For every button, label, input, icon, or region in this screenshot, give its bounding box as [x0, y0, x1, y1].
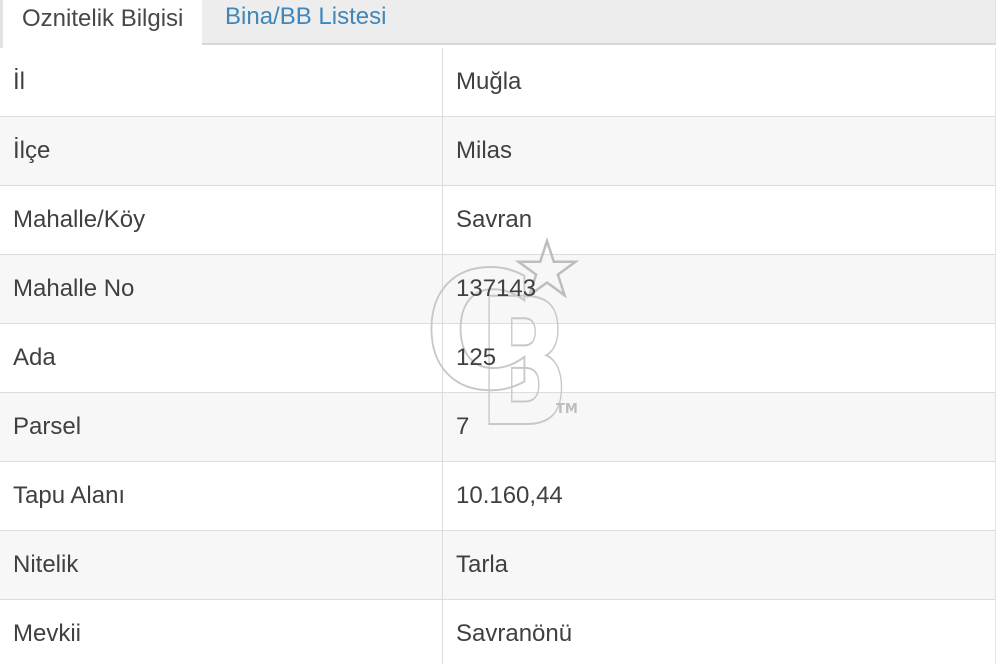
table-row: Nitelik Tarla: [0, 531, 995, 600]
table-row: Tapu Alanı 10.160,44: [0, 462, 995, 531]
table-row: Mahalle/Köy Savran: [0, 186, 995, 255]
attribute-table: İl Muğla İlçe Milas Mahalle/Köy Savran M…: [0, 48, 996, 664]
row-label-cell: Tapu Alanı: [0, 462, 443, 530]
table-row: Mahalle No 137143: [0, 255, 995, 324]
row-value-cell: Savran: [456, 206, 533, 233]
row-value-cell: 10.160,44: [456, 482, 563, 509]
row-label-cell: Mahalle/Köy: [0, 186, 443, 254]
row-value-cell: Muğla: [456, 68, 522, 95]
row-value-cell: 7: [456, 413, 470, 440]
row-label-cell: İlçe: [0, 117, 443, 185]
table-row: Ada 125: [0, 324, 995, 393]
tab-bar: Bina/BB Listesi Oznitelik Bilgisi: [0, 0, 1000, 48]
row-label-cell: Parsel: [0, 393, 443, 461]
row-value-cell: Savranönü: [456, 620, 573, 647]
table-row: İl Muğla: [0, 48, 995, 117]
row-label-cell: Nitelik: [0, 531, 443, 599]
table-row: İlçe Milas: [0, 117, 995, 186]
row-value-cell: 137143: [456, 275, 537, 302]
row-label-cell: İl: [0, 48, 443, 116]
row-value-cell: Milas: [456, 137, 513, 164]
tab-bina-bb-listesi[interactable]: Bina/BB Listesi: [225, 2, 387, 30]
tab-strip: Bina/BB Listesi: [202, 0, 996, 45]
row-value-cell: 125: [456, 344, 497, 371]
row-label-cell: Mahalle No: [0, 255, 443, 323]
tab-oznitelik-bilgisi[interactable]: Oznitelik Bilgisi: [0, 0, 202, 48]
table-row: Parsel 7: [0, 393, 995, 462]
tab-oznitelik-bilgisi-label: Oznitelik Bilgisi: [22, 5, 184, 32]
table-row: Mevkii Savranönü: [0, 600, 995, 664]
row-label-cell: Mevkii: [0, 600, 443, 664]
row-label-cell: Ada: [0, 324, 443, 392]
row-value-cell: Tarla: [456, 551, 509, 578]
